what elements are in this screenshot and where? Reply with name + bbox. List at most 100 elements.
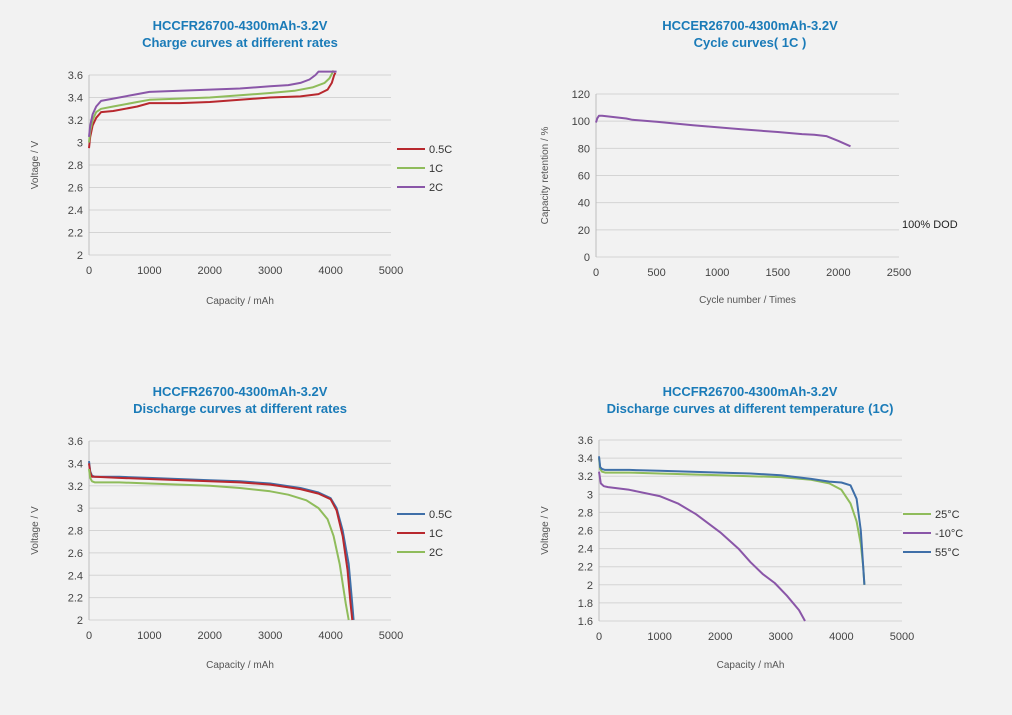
y-tick-label: 40 — [578, 198, 590, 210]
y-tick-label: 0 — [584, 252, 590, 264]
y-tick-label: 3.6 — [578, 435, 593, 447]
series-line — [88, 463, 354, 621]
y-tick-label: 3 — [77, 503, 83, 515]
chart-title-block: HCCFR26700-4300mAh-3.2V Charge curves at… — [40, 17, 440, 51]
y-tick-label: 3.6 — [68, 436, 83, 448]
y-tick-label: 2.6 — [68, 548, 83, 560]
legend-label: 2C — [429, 182, 443, 194]
y-tick-label: 120 — [572, 89, 590, 101]
chart-title: HCCFR26700-4300mAh-3.2V — [152, 384, 328, 399]
series-line — [595, 114, 851, 148]
x-tick-label: 1000 — [137, 265, 161, 277]
chart-title-block: HCCFR26700-4300mAh-3.2V Discharge curves… — [550, 383, 950, 417]
y-tick-label: 2 — [77, 250, 83, 262]
series-line — [88, 468, 350, 621]
x-axis-label: Capacity / mAh — [206, 660, 274, 671]
x-axis-label: Cycle number / Times — [699, 295, 796, 306]
chart-panel-charge-rates: HCCFR26700-4300mAh-3.2V Charge curves at… — [0, 0, 506, 357]
legend-label: 0.5C — [429, 144, 452, 156]
y-axis-label: Voltage / V — [30, 506, 41, 555]
series-line — [88, 70, 335, 143]
x-tick-label: 4000 — [829, 631, 853, 643]
x-tick-label: 0 — [596, 631, 602, 643]
x-tick-label: 3000 — [258, 265, 282, 277]
y-tick-label: 2.4 — [578, 544, 593, 556]
y-tick-label: 100 — [572, 116, 590, 128]
x-tick-label: 5000 — [379, 630, 403, 642]
chart-subtitle: Cycle curves( 1C ) — [693, 35, 807, 50]
x-tick-label: 2500 — [887, 267, 911, 279]
x-tick-label: 2000 — [826, 267, 850, 279]
legend-label: 2C — [429, 547, 443, 559]
y-tick-label: 3 — [587, 489, 593, 501]
x-tick-label: 5000 — [890, 631, 914, 643]
y-tick-label: 2.4 — [68, 205, 83, 217]
y-axis-label: Voltage / V — [30, 140, 41, 189]
x-tick-label: 1000 — [137, 630, 161, 642]
y-tick-label: 3.6 — [68, 70, 83, 82]
x-tick-label: 0 — [593, 267, 599, 279]
legend-label: 1C — [429, 163, 443, 175]
legend-label: 1C — [429, 528, 443, 540]
y-tick-label: 2.6 — [68, 183, 83, 195]
series-line — [598, 457, 866, 585]
series-line — [88, 70, 337, 138]
x-tick-label: 0 — [86, 265, 92, 277]
x-tick-label: 2000 — [198, 265, 222, 277]
x-tick-label: 2000 — [708, 631, 732, 643]
legend-label: 25°C — [935, 509, 960, 521]
chart-svg: 2 2.2 2.4 2.6 2.8 3 3.2 3.4 3.6 0 1000 2000 3000 4000… — [30, 436, 452, 671]
x-tick-label: 4000 — [318, 265, 342, 277]
y-tick-label: 2.2 — [68, 593, 83, 605]
x-axis-label: Capacity / mAh — [717, 660, 785, 671]
chart-title: HCCFR26700-4300mAh-3.2V — [152, 18, 328, 33]
x-tick-label: 500 — [647, 267, 665, 279]
x-axis-label: Capacity / mAh — [206, 296, 274, 307]
series-line — [88, 460, 355, 621]
x-tick-label: 3000 — [769, 631, 793, 643]
series-line — [88, 72, 337, 149]
chart-title-block: HCCER26700-4300mAh-3.2V Cycle curves( 1C… — [550, 17, 950, 51]
chart-title: HCCFR26700-4300mAh-3.2V — [662, 384, 838, 399]
x-tick-label: 4000 — [318, 630, 342, 642]
x-tick-label: 5000 — [379, 265, 403, 277]
y-tick-label: 2.8 — [68, 526, 83, 538]
y-tick-label: 3 — [77, 138, 83, 150]
y-tick-label: 2.2 — [68, 228, 83, 240]
y-tick-label: 1.6 — [578, 616, 593, 628]
y-tick-label: 3.2 — [68, 481, 83, 493]
y-tick-label: 3.4 — [68, 458, 83, 470]
legend-label: -10°C — [935, 528, 963, 540]
y-tick-label: 2.8 — [68, 160, 83, 172]
chart-panel-discharge-rates: HCCFR26700-4300mAh-3.2V Discharge curves… — [0, 357, 506, 715]
chart-annotation: 100% DOD — [902, 219, 958, 231]
y-tick-label: 2 — [77, 615, 83, 627]
x-tick-label: 1000 — [647, 631, 671, 643]
y-tick-label: 2.6 — [578, 526, 593, 538]
chart-title: HCCER26700-4300mAh-3.2V — [662, 18, 838, 33]
x-tick-label: 3000 — [258, 630, 282, 642]
y-tick-label: 3.2 — [578, 471, 593, 483]
y-axis-label: Capacity retention / % — [540, 126, 551, 224]
y-axis-label: Voltage / V — [540, 506, 551, 555]
y-tick-label: 60 — [578, 171, 590, 183]
chart-subtitle: Discharge curves at different rates — [133, 401, 347, 416]
chart-svg: 1.6 1.8 2 2.2 2.4 2.6 2.8 3 3.2 3.4 3.6 0 1000 2000 30… — [540, 435, 963, 671]
y-tick-label: 2.2 — [578, 562, 593, 574]
series-line — [598, 456, 866, 585]
chart-svg: 2 2.2 2.4 2.6 2.8 3 3.2 3.4 3.6 0 1000 2000 3000 4000… — [30, 70, 452, 307]
y-tick-label: 80 — [578, 143, 590, 155]
chart-panel-cycle: HCCER26700-4300mAh-3.2V Cycle curves( 1C… — [506, 0, 1012, 357]
y-tick-label: 2.8 — [578, 507, 593, 519]
x-tick-label: 1500 — [766, 267, 790, 279]
x-tick-label: 0 — [86, 630, 92, 642]
chart-svg: 0 20 40 60 80 100 120 0 500 1000 1500 2000 2500 Cycle… — [540, 89, 958, 306]
y-tick-label: 20 — [578, 225, 590, 237]
y-tick-label: 3.4 — [68, 93, 83, 105]
legend-label: 0.5C — [429, 509, 452, 521]
y-tick-label: 2 — [587, 580, 593, 592]
chart-title-block: HCCFR26700-4300mAh-3.2V Discharge curves… — [40, 383, 440, 417]
chart-subtitle: Discharge curves at different temperatur… — [606, 401, 894, 416]
y-tick-label: 3.2 — [68, 115, 83, 127]
